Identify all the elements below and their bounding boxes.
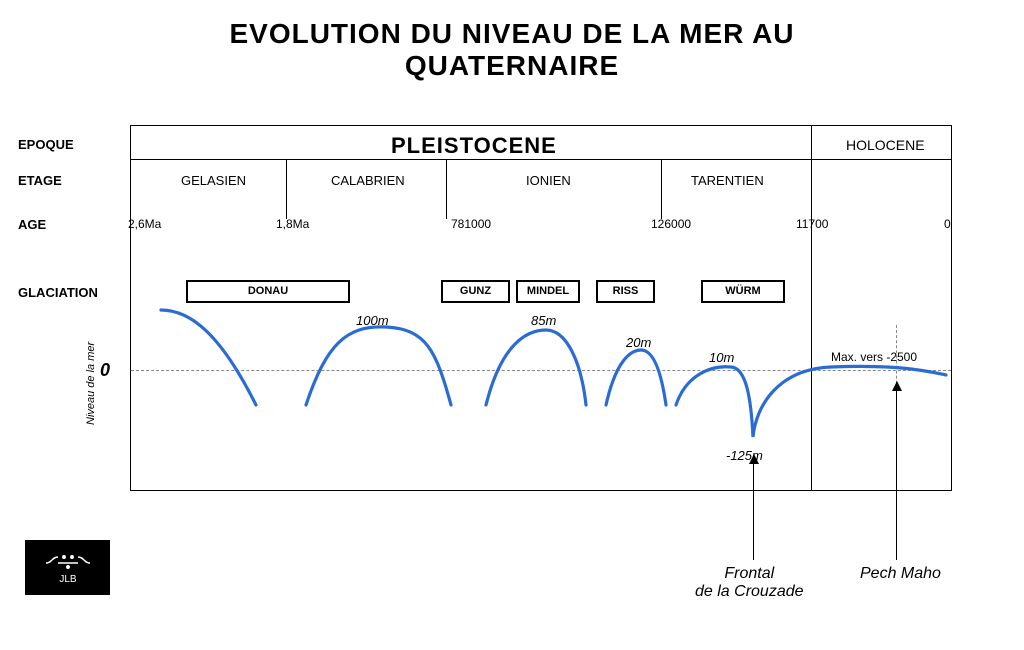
y-axis-label: Niveau de la mer [85, 342, 97, 425]
callout-arrow [753, 455, 754, 560]
zero-label: 0 [100, 360, 110, 381]
title-line1: EVOLUTION DU NIVEAU DE LA MER AU [229, 18, 794, 49]
plot-area: PLEISTOCENE HOLOCENE GELASIEN CALABRIEN … [130, 125, 952, 491]
callout-arrow [896, 382, 897, 560]
label-epoque: EPOQUE [18, 137, 74, 152]
label-etage: ETAGE [18, 173, 62, 188]
sea-level-curve [131, 125, 951, 490]
svg-text:JLB: JLB [59, 574, 77, 585]
logo-jlb: JLB [25, 540, 110, 595]
chart: EPOQUE ETAGE AGE GLACIATION 0 Niveau de … [0, 125, 1024, 605]
label-glaciation: GLACIATION [18, 285, 98, 300]
logo-icon: JLB [38, 549, 98, 587]
label-age: AGE [18, 217, 46, 232]
callout-pechmaho: Pech Maho [860, 565, 941, 583]
callout-frontal: Frontal de la Crouzade [695, 565, 804, 601]
title-line2: QUATERNAIRE [405, 50, 619, 81]
